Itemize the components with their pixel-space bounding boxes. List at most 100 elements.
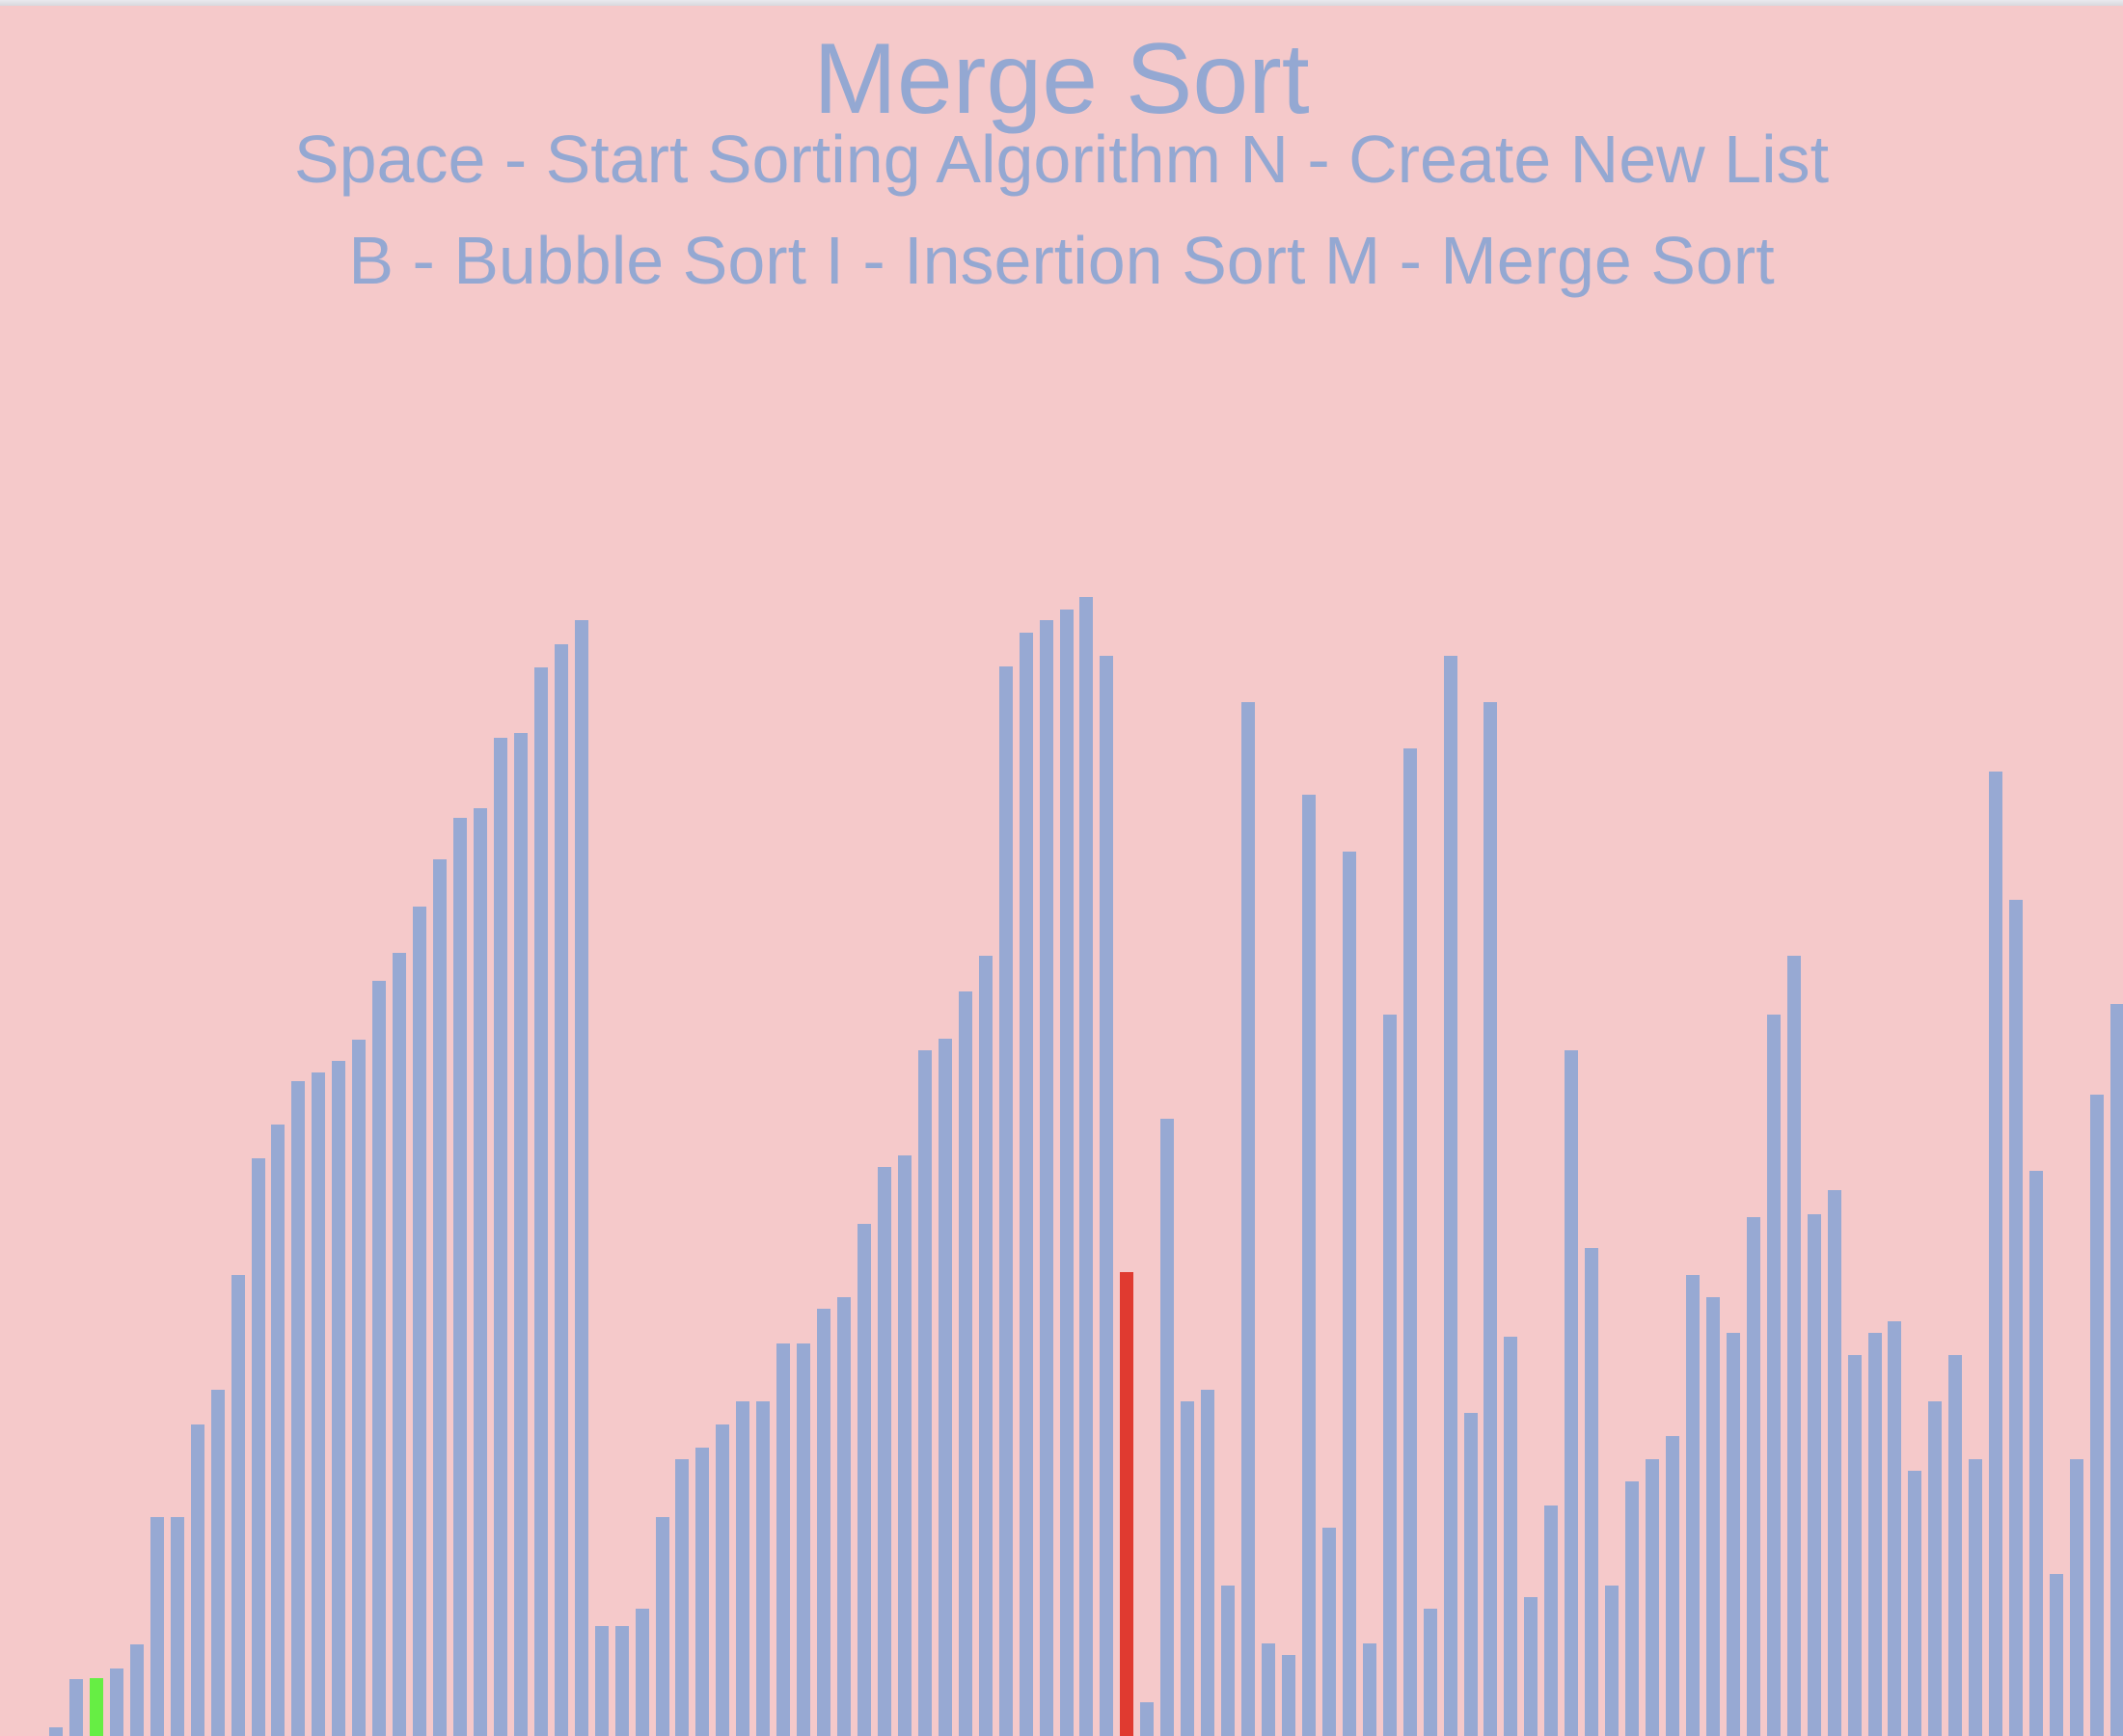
bar	[1808, 1214, 1821, 1736]
bar	[595, 1626, 609, 1736]
bar	[1322, 1528, 1336, 1736]
bar	[1747, 1217, 1760, 1736]
bar	[1343, 852, 1356, 1736]
bar	[2050, 1574, 2063, 1736]
bar	[1787, 956, 1801, 1736]
bar	[1565, 1050, 1578, 1736]
bar	[1403, 748, 1417, 1736]
bar	[1646, 1459, 1659, 1736]
bar	[332, 1061, 345, 1736]
bar	[150, 1517, 164, 1736]
bar	[110, 1668, 123, 1736]
bar	[1888, 1321, 1901, 1736]
bar	[1464, 1413, 1478, 1736]
bar	[312, 1072, 325, 1736]
bar	[2090, 1095, 2104, 1736]
bar	[837, 1297, 851, 1736]
bar	[716, 1424, 729, 1736]
bar	[636, 1609, 649, 1736]
bar	[979, 956, 993, 1736]
bar	[474, 808, 487, 1736]
window-top-border	[0, 0, 2123, 6]
bar	[393, 953, 406, 1736]
bar	[413, 907, 426, 1736]
bar	[1868, 1333, 1882, 1736]
bar	[453, 818, 467, 1736]
controls-help-line-2: B - Bubble Sort I - Insertion Sort M - M…	[348, 223, 1775, 298]
bar	[1079, 597, 1093, 1736]
controls-help-line-1: Space - Start Sorting Algorithm N - Crea…	[293, 122, 1830, 197]
bar	[49, 1727, 63, 1736]
bar	[857, 1224, 871, 1736]
bar	[171, 1517, 184, 1736]
bar	[372, 981, 386, 1736]
bar	[817, 1309, 830, 1736]
bar	[1424, 1609, 1437, 1736]
bar	[675, 1459, 689, 1736]
bar	[1241, 702, 1255, 1736]
bar	[575, 620, 588, 1736]
bar	[656, 1517, 669, 1736]
bar	[555, 644, 568, 1736]
bar	[1302, 795, 1316, 1736]
bar	[271, 1125, 285, 1736]
bar	[878, 1167, 891, 1736]
bar	[1848, 1355, 1862, 1736]
bar	[1020, 633, 1033, 1736]
bar	[898, 1155, 912, 1736]
bar	[695, 1448, 709, 1736]
bar	[1767, 1015, 1781, 1736]
bar	[1605, 1586, 1619, 1736]
bar	[939, 1039, 952, 1736]
bar	[1282, 1655, 1295, 1736]
bar	[291, 1081, 305, 1736]
bar	[352, 1040, 366, 1736]
bar	[2009, 900, 2023, 1736]
bar	[1544, 1505, 1558, 1736]
bar	[1262, 1643, 1275, 1736]
bar	[1989, 772, 2002, 1736]
bar	[999, 666, 1013, 1736]
bar	[1201, 1390, 1214, 1736]
bar-compare-right	[1120, 1272, 1133, 1736]
bar	[2110, 1004, 2123, 1736]
bar	[1969, 1459, 1982, 1736]
bar	[1383, 1015, 1397, 1736]
bar	[1504, 1337, 1517, 1736]
bar	[756, 1401, 770, 1736]
bar	[1585, 1248, 1598, 1736]
bar	[191, 1424, 204, 1736]
bar	[433, 859, 447, 1736]
bar	[2070, 1459, 2083, 1736]
bar	[1363, 1643, 1376, 1736]
bar	[534, 667, 548, 1736]
bar	[1060, 610, 1074, 1736]
bar	[1948, 1355, 1962, 1736]
bar	[514, 733, 528, 1736]
bar	[736, 1401, 749, 1736]
bar-compare-left	[90, 1678, 103, 1736]
bar	[776, 1343, 790, 1736]
bar	[1727, 1333, 1740, 1736]
bar	[69, 1679, 83, 1736]
bar	[1666, 1436, 1679, 1736]
bar	[1524, 1597, 1538, 1736]
bar	[918, 1050, 932, 1736]
bar	[231, 1275, 245, 1736]
bar	[1181, 1401, 1194, 1736]
bar	[1140, 1702, 1154, 1736]
bar	[1686, 1275, 1700, 1736]
bar	[1828, 1190, 1841, 1736]
bar	[1100, 656, 1113, 1736]
bar	[959, 991, 972, 1736]
bar	[1625, 1481, 1639, 1736]
bar	[615, 1626, 629, 1736]
bar	[1908, 1471, 1921, 1736]
bar	[1160, 1119, 1174, 1736]
algorithm-title: Merge Sort	[813, 23, 1310, 135]
bar	[211, 1390, 225, 1736]
bar	[252, 1158, 265, 1736]
bar	[130, 1644, 144, 1736]
